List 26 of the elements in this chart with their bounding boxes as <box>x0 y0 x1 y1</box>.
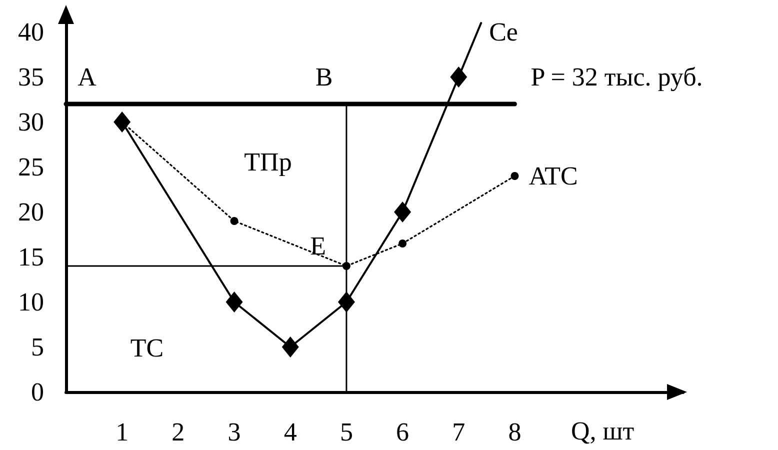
x-tick-label: 2 <box>172 418 185 446</box>
y-tick-label: 25 <box>18 152 44 182</box>
x-tick-label: 1 <box>116 418 129 446</box>
series-label: ATC <box>528 162 578 190</box>
y-tick-label: 10 <box>18 288 44 316</box>
series-label: Ce <box>489 18 518 46</box>
x-tick-label: 8 <box>508 418 522 446</box>
x-tick-label: 5 <box>340 418 353 446</box>
y-tick-label: 35 <box>18 62 44 92</box>
annotation: A <box>78 62 97 92</box>
x-tick-label: 7 <box>452 418 466 446</box>
y-tick-label: 30 <box>18 108 44 136</box>
y-tick-label: 5 <box>31 332 44 362</box>
y-tick-label: 0 <box>31 378 44 406</box>
y-tick-label: 40 <box>18 18 44 46</box>
annotation: E <box>310 232 326 260</box>
y-tick-label: 20 <box>18 198 44 226</box>
annotation: ТПр <box>244 148 292 176</box>
x-tick-label: 3 <box>228 418 241 446</box>
x-tick-label: 4 <box>284 418 297 446</box>
annotation: B <box>315 62 333 92</box>
series-label: P = 32 тыс. руб. <box>530 62 703 92</box>
x-axis-title: Q, шт <box>571 416 634 446</box>
annotation: TC <box>130 334 164 362</box>
y-tick-label: 15 <box>18 242 44 272</box>
x-tick-label: 6 <box>396 418 410 446</box>
